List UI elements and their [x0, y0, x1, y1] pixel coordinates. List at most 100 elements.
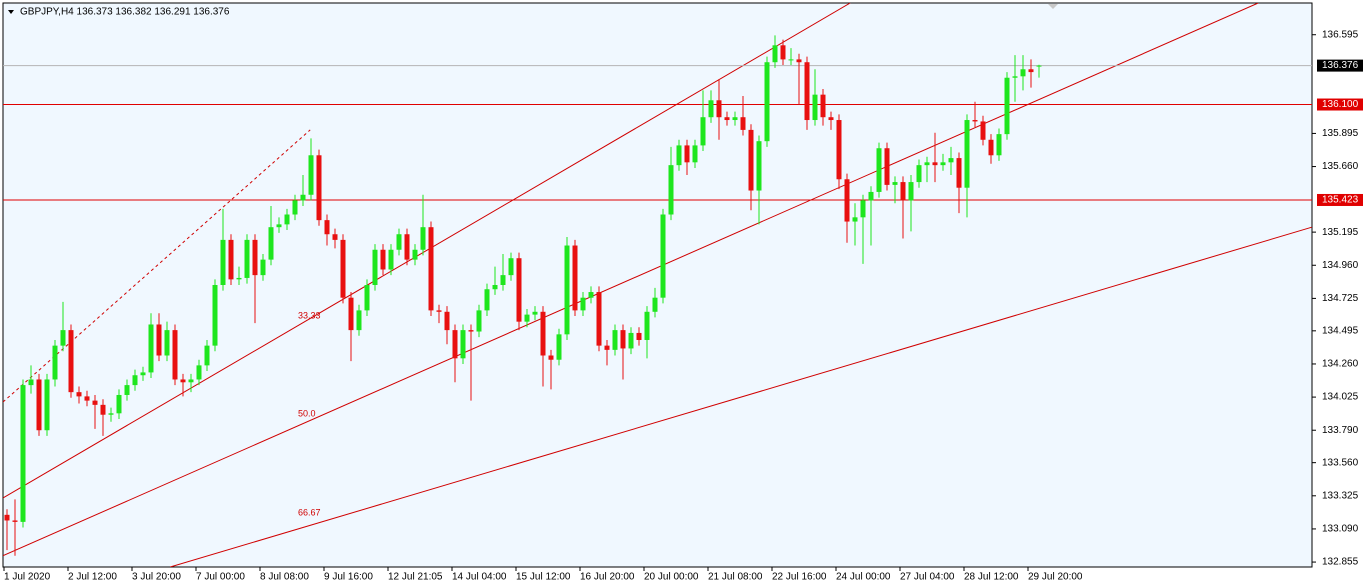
candle-body	[228, 239, 234, 280]
candle-body	[220, 239, 226, 285]
candle-body	[844, 179, 850, 222]
candle-body	[868, 191, 874, 201]
x-tick-label: 9 Jul 16:00	[324, 572, 373, 583]
y-tick-label: 132.855	[1322, 557, 1359, 568]
candle-body	[604, 345, 610, 350]
candle-body	[772, 45, 778, 63]
candle-body	[388, 249, 394, 270]
candle-body	[852, 217, 858, 222]
candle-body	[164, 330, 170, 356]
candle-body	[460, 330, 466, 359]
candle-body	[924, 162, 930, 166]
candle-body	[308, 155, 314, 195]
candle-body	[420, 227, 426, 250]
candle-body	[916, 165, 922, 183]
candle-body	[156, 324, 162, 356]
candle-body	[36, 379, 42, 431]
y-tick-label: 133.325	[1322, 490, 1359, 501]
x-tick-label: 27 Jul 04:00	[900, 572, 955, 583]
candle-body	[348, 297, 354, 331]
candle-body	[788, 59, 794, 61]
candle-body	[476, 310, 482, 332]
candle-body	[436, 310, 442, 312]
candle-body	[44, 379, 50, 431]
candle-body	[548, 355, 554, 360]
x-tick-label: 29 Jul 20:00	[1028, 572, 1083, 583]
candle-body	[628, 332, 634, 349]
candle-body	[948, 158, 954, 163]
candle-body	[940, 162, 946, 166]
candle-body	[748, 129, 754, 191]
candle-body	[668, 165, 674, 215]
menu-arrow	[8, 10, 14, 14]
candle-body	[140, 372, 146, 376]
candle-body	[964, 120, 970, 188]
price-box-label: 136.376	[1322, 60, 1359, 71]
candle-body	[172, 330, 178, 380]
x-tick-label: 3 Jul 20:00	[132, 572, 181, 583]
candle-body	[300, 194, 306, 201]
y-tick-label: 133.560	[1322, 457, 1359, 468]
candle-body	[740, 117, 746, 130]
candle-body	[508, 258, 514, 276]
candle-body	[1036, 65, 1042, 67]
candle-body	[236, 277, 242, 280]
candle-body	[804, 62, 810, 121]
candle-body	[244, 239, 250, 278]
candle-body	[332, 234, 338, 240]
candle-body	[980, 121, 986, 140]
y-tick-label: 135.660	[1322, 161, 1359, 172]
candle-body	[1028, 69, 1034, 73]
candle-body	[292, 200, 298, 215]
candle-body	[412, 249, 418, 260]
trendline	[3, 3, 1259, 557]
plot-area	[2, 2, 1313, 568]
y-tick-label: 134.960	[1322, 260, 1359, 271]
candle-body	[100, 404, 106, 415]
candle-body	[876, 148, 882, 192]
candle-body	[196, 365, 202, 380]
candle-body	[596, 292, 602, 346]
price-box-label: 136.100	[1322, 99, 1359, 110]
candle-body	[404, 234, 410, 260]
x-tick-label: 1 Jul 2020	[4, 572, 51, 583]
candle-body	[380, 249, 386, 270]
candle-body	[532, 311, 538, 315]
candle-body	[340, 239, 346, 298]
candle-body	[700, 117, 706, 146]
y-tick-label: 134.025	[1322, 392, 1359, 403]
candle-body	[1004, 77, 1010, 135]
drawings	[3, 3, 1312, 567]
y-tick-label: 133.090	[1322, 524, 1359, 535]
candle-body	[116, 394, 122, 414]
candle-body	[252, 239, 258, 276]
candle-body	[524, 314, 530, 322]
y-tick-label: 134.725	[1322, 293, 1359, 304]
candle-body	[908, 182, 914, 201]
x-tick-label: 22 Jul 16:00	[772, 572, 827, 583]
fib-label: 66.67	[298, 507, 321, 517]
candle-body	[756, 141, 762, 191]
candle-body	[276, 224, 282, 228]
candle-body	[988, 139, 994, 156]
candle-body	[68, 330, 74, 393]
x-tick-label: 2 Jul 12:00	[68, 572, 117, 583]
candle-body	[724, 117, 730, 121]
candle-body	[612, 330, 618, 350]
candle-body	[1020, 69, 1026, 77]
y-tick-label: 134.260	[1322, 359, 1359, 370]
candle-body	[580, 297, 586, 311]
x-tick-label: 15 Jul 12:00	[516, 572, 571, 583]
candle-body	[780, 45, 786, 60]
x-tick-label: 8 Jul 08:00	[260, 572, 309, 583]
candle-body	[764, 62, 770, 142]
candle-body	[900, 182, 906, 201]
shift-marker	[1048, 4, 1058, 9]
candle-body	[452, 330, 458, 359]
candle-body	[620, 330, 626, 349]
candle-body	[132, 375, 138, 386]
y-tick-label: 135.895	[1322, 128, 1359, 139]
candle-body	[444, 311, 450, 331]
